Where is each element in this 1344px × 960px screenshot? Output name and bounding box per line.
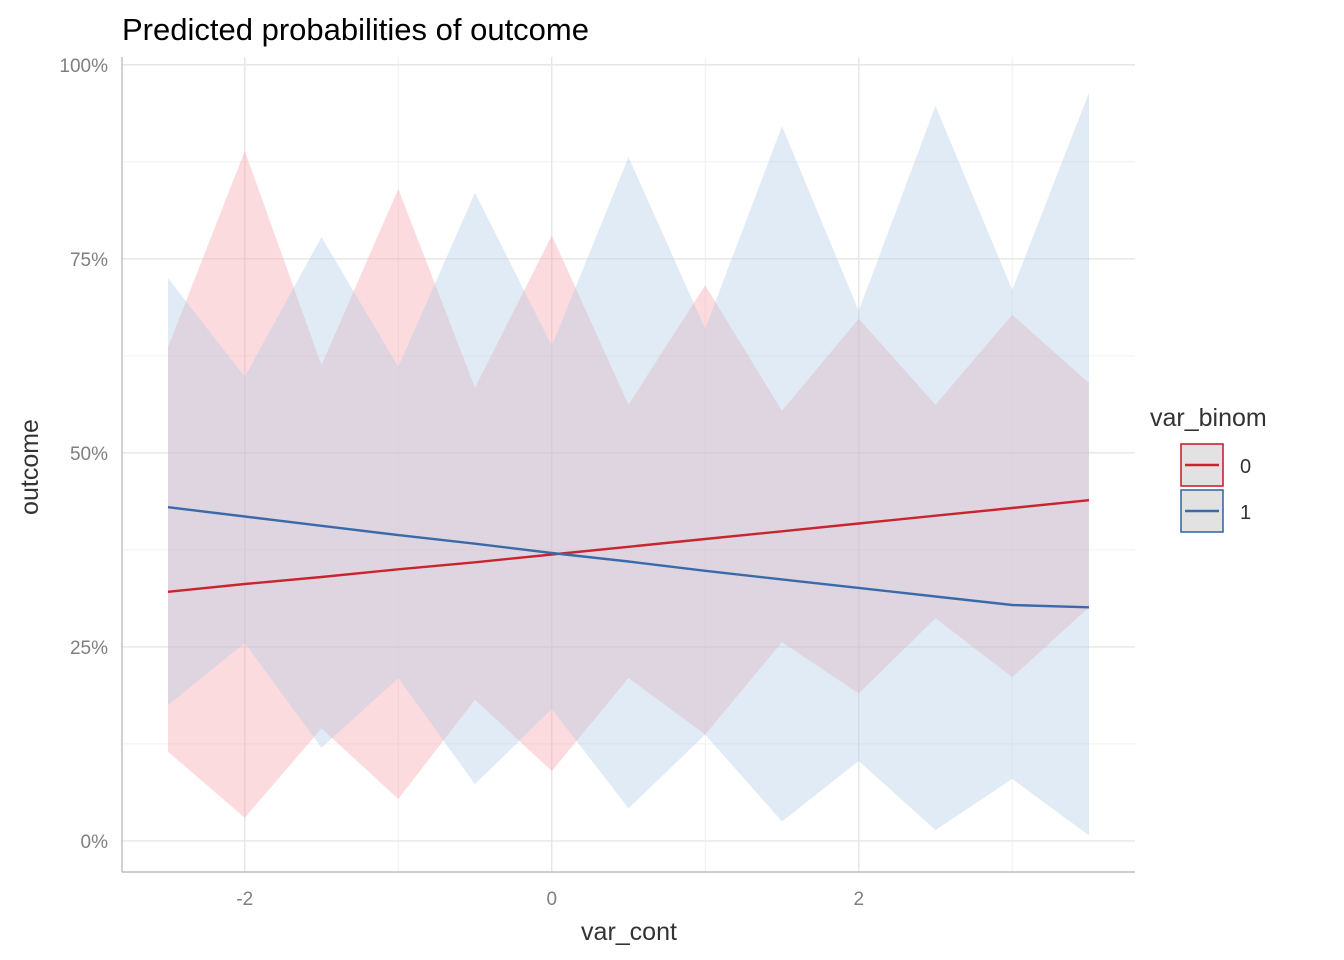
x-axis-ticks: -2 0 2 xyxy=(236,889,864,910)
grid-major xyxy=(122,57,1135,872)
y-tick-label: 0% xyxy=(81,832,109,853)
y-tick-label: 75% xyxy=(70,250,108,271)
legend: var_binom 01 xyxy=(1150,404,1267,533)
x-tick-label: -2 xyxy=(236,889,253,910)
confidence-ribbons xyxy=(168,92,1089,836)
ribbon-series-0 xyxy=(168,150,1089,818)
legend-label-series-1: 1 xyxy=(1240,502,1251,524)
series-lines xyxy=(167,499,1090,609)
y-tick-label: 100% xyxy=(59,56,108,77)
y-tick-label: 25% xyxy=(70,638,108,659)
legend-title: var_binom xyxy=(1150,404,1267,432)
legend-key-series-0 xyxy=(1180,443,1224,487)
legend-key-series-1 xyxy=(1180,489,1224,533)
line-series-1 xyxy=(167,506,1090,609)
y-axis-ticks: 0% 25% 50% 75% 100% xyxy=(59,56,108,853)
legend-items: 01 xyxy=(1180,443,1251,533)
x-axis-title: var_cont xyxy=(581,918,677,946)
y-axis-title: outcome xyxy=(16,419,44,515)
line-series-0 xyxy=(167,499,1090,593)
grid-minor xyxy=(122,57,1135,872)
x-tick-label: 2 xyxy=(853,889,864,910)
chart-title: Predicted probabilities of outcome xyxy=(122,12,589,47)
x-tick-label: 0 xyxy=(546,889,557,910)
y-tick-label: 50% xyxy=(70,444,108,465)
legend-label-series-0: 0 xyxy=(1240,456,1251,478)
ribbon-series-1 xyxy=(168,92,1089,836)
